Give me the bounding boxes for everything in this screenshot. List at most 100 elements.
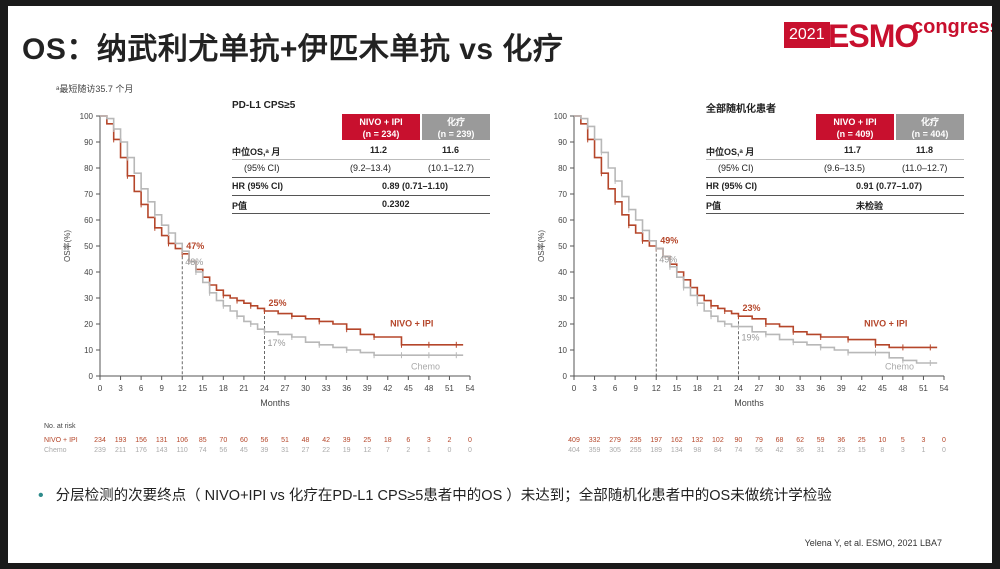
x-axis-label: Months <box>734 398 764 408</box>
stats-row-label: 中位OS,ᵃ 月 <box>706 147 755 157</box>
header-chemo: 化疗 (n = 404) <box>896 114 964 140</box>
y-tick-label: 90 <box>84 138 93 147</box>
stats-row-nivo: 11.7 <box>844 145 862 155</box>
risk-nivo-value: 48 <box>302 437 310 444</box>
risk-nivo-value: 102 <box>712 437 724 444</box>
annotation-nivo: 47% <box>186 241 204 251</box>
x-tick-label: 24 <box>734 384 743 393</box>
risk-chemo-value: 56 <box>219 447 227 454</box>
stats-row: (95% CI) (9.2–13.4) (10.1–12.7) <box>232 160 490 178</box>
y-tick-label: 20 <box>84 320 93 329</box>
risk-chemo-value: 12 <box>363 447 371 454</box>
bullet-text: 分层检测的次要终点（ NIVO+IPI vs 化疗在PD-L1 CPS≥5患者中… <box>55 488 832 504</box>
risk-nivo-value: 70 <box>219 437 227 444</box>
risk-nivo-value: 79 <box>755 437 763 444</box>
page-title: OS：纳武利尤单抗+伊匹木单抗 vs 化疗 <box>22 33 564 66</box>
x-tick-label: 6 <box>139 384 144 393</box>
risk-chemo-value: 19 <box>343 447 351 454</box>
stats-row-label: P值 <box>706 201 722 211</box>
x-tick-label: 9 <box>159 384 164 393</box>
risk-chemo-value: 176 <box>135 447 147 454</box>
risk-chemo-value: 27 <box>302 447 310 454</box>
risk-chemo-value: 2 <box>406 447 410 454</box>
risk-nivo-value: 332 <box>589 437 601 444</box>
x-tick-label: 15 <box>198 384 207 393</box>
risk-chemo-value: 404 <box>568 447 580 454</box>
stats-row: 中位OS,ᵃ 月 11.7 11.8 <box>706 142 964 160</box>
legend-nivo: NIVO + IPI <box>390 319 433 329</box>
bullet-row: • 分层检测的次要终点（ NIVO+IPI vs 化疗在PD-L1 CPS≥5患者… <box>38 484 832 505</box>
logo-congress: congress <box>912 16 992 38</box>
stats-row: 中位OS,ᵃ 月 11.2 11.6 <box>232 142 490 160</box>
header-nivo-name: NIVO + IPI <box>833 117 877 127</box>
stats-row-nivo: (9.6–13.5) <box>824 163 866 173</box>
risk-chemo-value: 45 <box>240 447 248 454</box>
risk-chemo-value: 134 <box>671 447 683 454</box>
x-tick-label: 33 <box>322 384 331 393</box>
risk-nivo-value: 10 <box>878 437 886 444</box>
stats-row: (95% CI) (9.6–13.5) (11.0–12.7) <box>706 160 964 178</box>
y-tick-label: 100 <box>80 112 94 121</box>
risk-nivo-value: 279 <box>609 437 621 444</box>
risk-nivo-value: 39 <box>343 437 351 444</box>
header-nivo-n: (n = 409) <box>836 129 874 139</box>
risk-nivo-value: 3 <box>921 437 925 444</box>
y-axis-label: OS率(%) <box>536 230 546 262</box>
risk-nivo-value: 85 <box>199 437 207 444</box>
y-tick-label: 50 <box>84 242 93 251</box>
y-tick-label: 80 <box>558 164 567 173</box>
y-tick-label: 40 <box>558 268 567 277</box>
x-tick-label: 48 <box>898 384 907 393</box>
risk-chemo-value: 7 <box>386 447 390 454</box>
risk-chemo-value: 74 <box>199 447 207 454</box>
annotation-chemo: 48% <box>185 257 203 267</box>
x-tick-label: 42 <box>857 384 866 393</box>
esmo-logo: 2021 ESMO congress <box>784 16 992 54</box>
x-tick-label: 12 <box>652 384 661 393</box>
risk-chemo-value: 255 <box>630 447 642 454</box>
risk-chemo-value: 3 <box>901 447 905 454</box>
y-tick-label: 10 <box>84 346 93 355</box>
risk-nivo-value: 235 <box>630 437 642 444</box>
x-tick-label: 42 <box>383 384 392 393</box>
stats-row: P值 0.2302 <box>232 196 490 214</box>
risk-chemo-value: 1 <box>427 447 431 454</box>
x-tick-label: 12 <box>178 384 187 393</box>
stats-row-merged: 0.91 (0.77–1.07) <box>856 181 923 191</box>
risk-nivo-value: 42 <box>322 437 330 444</box>
risk-nivo-value: 409 <box>568 437 580 444</box>
x-axis-label: Months <box>260 398 290 408</box>
header-chemo: 化疗 (n = 239) <box>422 114 490 140</box>
x-tick-label: 33 <box>796 384 805 393</box>
stats-row-chemo: (10.1–12.7) <box>428 163 475 173</box>
risk-chemo-value: 0 <box>468 447 472 454</box>
risk-chemo-value: 98 <box>693 447 701 454</box>
y-tick-label: 30 <box>558 294 567 303</box>
risk-nivo-value: 5 <box>901 437 905 444</box>
header-chemo-n: (n = 239) <box>437 129 475 139</box>
stats-row-merged: 0.89 (0.71–1.10) <box>382 181 449 191</box>
risk-chemo-value: 42 <box>776 447 784 454</box>
annotation-chemo: 49% <box>659 255 677 265</box>
risk-nivo-value: 36 <box>837 437 845 444</box>
risk-chemo-value: 74 <box>735 447 743 454</box>
y-tick-label: 40 <box>84 268 93 277</box>
risk-chemo-value: 22 <box>322 447 330 454</box>
x-tick-label: 54 <box>466 384 475 393</box>
x-tick-label: 54 <box>940 384 949 393</box>
panel-right: 0 10 20 30 40 50 60 70 80 90 100 0 3 6 9 12 15 18 21 24 27 30… <box>482 86 964 476</box>
risk-chemo-value: 239 <box>94 447 106 454</box>
risk-nivo-value: 193 <box>115 437 127 444</box>
risk-nivo-value: 132 <box>691 437 703 444</box>
stats-row-merged: 0.2302 <box>382 199 410 209</box>
x-tick-label: 45 <box>404 384 413 393</box>
risk-chemo-value: 305 <box>609 447 621 454</box>
annotation-nivo: 23% <box>742 303 760 313</box>
annotation-nivo: 49% <box>660 236 678 246</box>
risk-chemo-value: 31 <box>817 447 825 454</box>
legend-chemo: Chemo <box>411 362 440 372</box>
y-tick-label: 90 <box>558 138 567 147</box>
stats-row-merged: 未检验 <box>856 201 884 211</box>
x-tick-label: 36 <box>342 384 351 393</box>
